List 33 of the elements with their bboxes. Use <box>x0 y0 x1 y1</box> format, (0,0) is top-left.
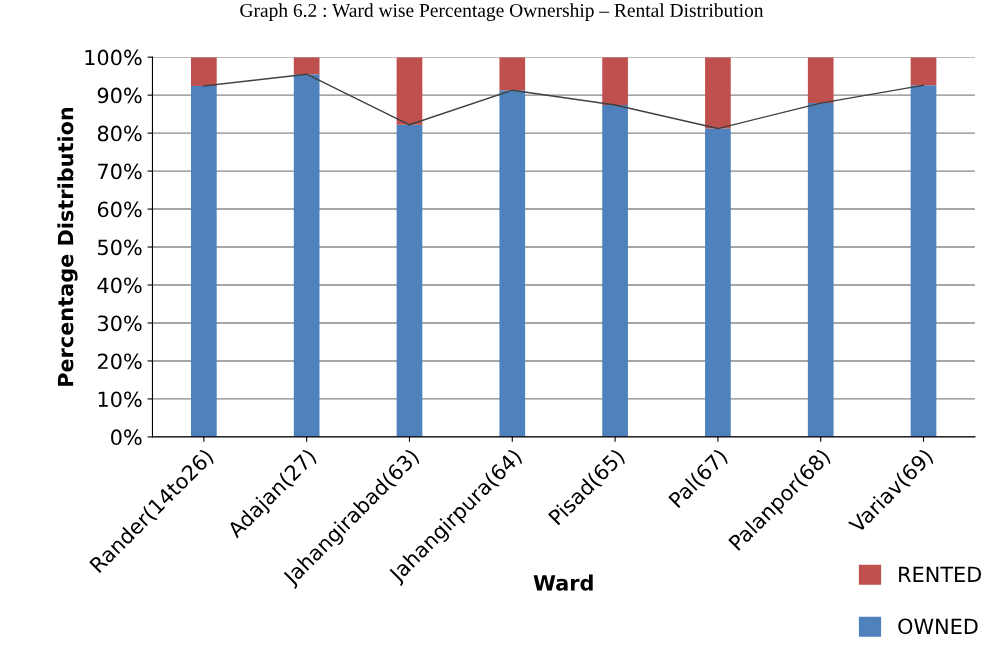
bar <box>396 124 423 437</box>
bar <box>293 57 320 75</box>
y-tick-label: 100% <box>85 49 142 66</box>
bar <box>499 90 526 437</box>
y-tick-label: 0% <box>111 429 142 446</box>
chart-title: Graph 6.2 : Ward wise Percentage Ownership – Rental Distribution <box>240 3 764 21</box>
bar <box>191 57 217 87</box>
y-tick-label: 10% <box>98 391 142 408</box>
x-axis-title: Ward <box>533 574 593 591</box>
bar <box>910 85 937 437</box>
bar <box>910 57 937 86</box>
y-tick-label: 90% <box>97 87 142 104</box>
legend-label: RENTED <box>899 566 982 582</box>
bar <box>807 103 834 437</box>
bar <box>602 57 628 106</box>
y-tick-label: 60% <box>97 201 142 218</box>
bar <box>396 57 423 125</box>
bar <box>807 57 834 104</box>
y-tick-label: 70% <box>98 163 142 180</box>
y-tick-label: 20% <box>97 353 142 370</box>
bar <box>705 128 731 437</box>
bar <box>499 57 526 91</box>
legend-label: OWNED <box>898 618 978 635</box>
bar <box>705 57 731 129</box>
line-series <box>203 73 925 130</box>
y-tick-label: 80% <box>97 125 142 142</box>
y-tick-label: 40% <box>97 277 142 294</box>
bar <box>293 74 320 437</box>
y-tick-label: 50% <box>98 239 142 256</box>
y-tick-label: 30% <box>98 315 142 332</box>
y-axis-title: Percentage Distribution <box>57 107 78 386</box>
bar <box>191 86 217 437</box>
bar <box>602 105 628 437</box>
